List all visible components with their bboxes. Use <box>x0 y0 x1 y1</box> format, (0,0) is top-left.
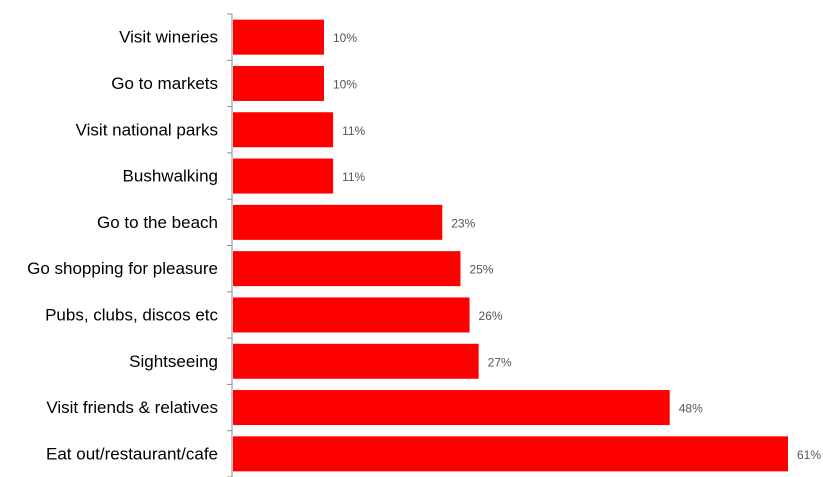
value-labels: 10% 10% 11% 11% 23% 25% 26% 27% 48% 61% <box>333 31 821 462</box>
bar <box>233 158 334 194</box>
data-label: 11% <box>342 170 365 184</box>
category-label: Go shopping for pleasure <box>27 259 218 278</box>
bar <box>233 112 334 148</box>
bar <box>233 251 461 287</box>
bar <box>233 390 670 426</box>
bar <box>233 436 788 472</box>
data-label: 25% <box>469 263 493 277</box>
category-labels: Visit wineries Go to markets Visit nationa… <box>27 28 218 464</box>
category-label: Visit national parks <box>76 120 218 139</box>
data-label: 27% <box>488 355 512 369</box>
data-label: 10% <box>333 77 357 91</box>
data-label: 61% <box>797 448 821 462</box>
category-label: Bushwalking <box>123 167 218 186</box>
bar <box>233 204 443 240</box>
category-label: Eat out/restaurant/cafe <box>46 444 218 463</box>
bar <box>233 297 470 333</box>
data-label: 10% <box>333 31 357 45</box>
data-label: 23% <box>451 216 475 230</box>
bar <box>233 19 324 55</box>
bars-group <box>233 19 788 472</box>
bar <box>233 65 324 101</box>
bar <box>233 343 479 379</box>
category-label: Visit friends & relatives <box>46 398 218 417</box>
category-label: Sightseeing <box>129 352 218 371</box>
category-label: Pubs, clubs, discos etc <box>45 305 218 324</box>
data-label: 11% <box>342 124 365 138</box>
category-label: Go to markets <box>111 74 218 93</box>
category-label: Go to the beach <box>97 213 218 232</box>
data-label: 48% <box>679 402 703 416</box>
category-label: Visit wineries <box>119 28 218 47</box>
category-axis <box>227 13 233 477</box>
data-label: 26% <box>479 309 503 323</box>
